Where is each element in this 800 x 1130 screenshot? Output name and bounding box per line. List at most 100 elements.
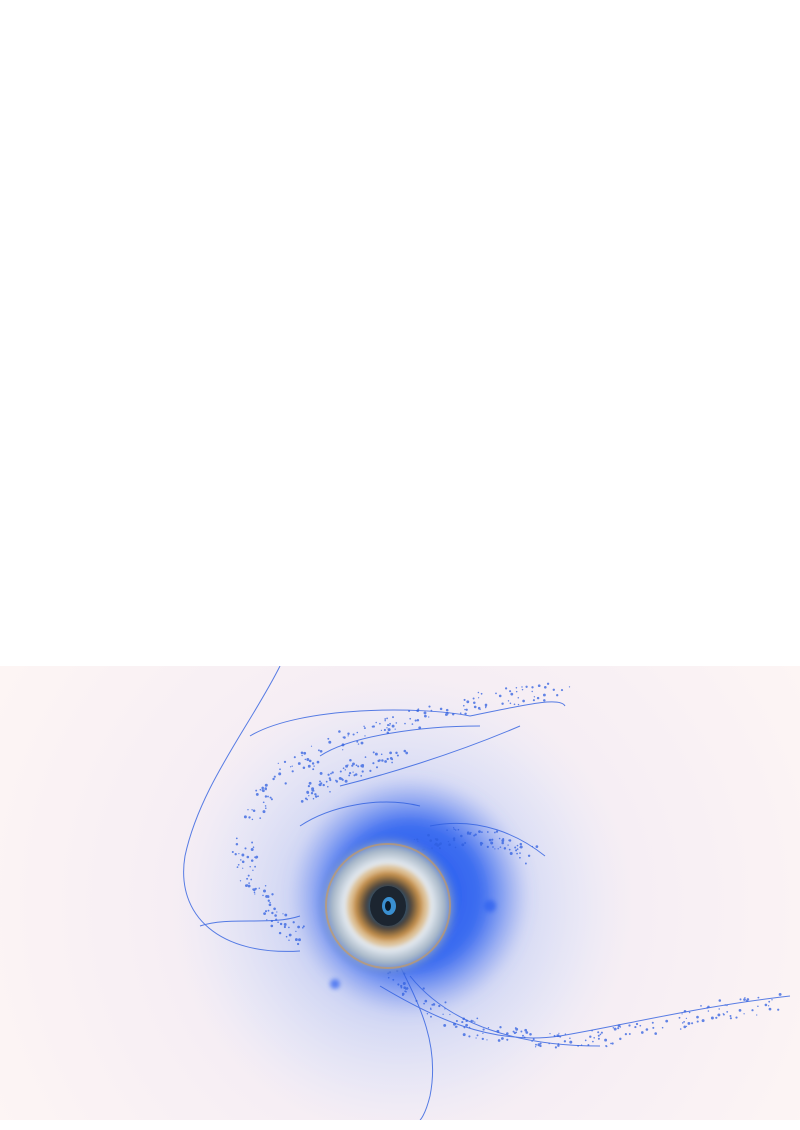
particle [683, 1009, 687, 1013]
particle [486, 1039, 488, 1041]
particle [738, 1009, 742, 1012]
particle [453, 837, 456, 840]
particle [508, 839, 511, 842]
particle [481, 1037, 484, 1041]
particle [724, 1004, 726, 1006]
particle [522, 1034, 524, 1037]
particle [329, 778, 332, 782]
particle [301, 926, 304, 929]
particle [387, 728, 391, 732]
particle [465, 1023, 468, 1027]
particle [430, 1015, 432, 1018]
particle [445, 708, 449, 712]
particle [322, 783, 325, 787]
particle [352, 762, 355, 766]
particle [431, 847, 433, 849]
particle [267, 899, 270, 902]
particle [238, 853, 240, 855]
particle [347, 735, 349, 737]
particle [520, 1030, 523, 1033]
particle [402, 982, 406, 985]
particle [485, 706, 487, 709]
particle [477, 697, 480, 699]
particle [717, 1013, 721, 1017]
particle [460, 834, 463, 838]
particle [553, 1034, 556, 1037]
particle [624, 1032, 628, 1036]
particle [491, 838, 494, 841]
particle [317, 795, 319, 798]
particle [428, 705, 431, 708]
particle [490, 841, 492, 843]
particle [494, 848, 496, 850]
particle [269, 901, 271, 904]
particle [532, 1038, 535, 1041]
particle [351, 764, 354, 767]
particle [444, 1001, 447, 1004]
particle [506, 1032, 509, 1035]
particle [496, 1029, 500, 1033]
bottom-margin [0, 1120, 800, 1130]
particle [386, 757, 389, 761]
particle [361, 764, 365, 767]
particle [477, 706, 481, 710]
particle [464, 842, 467, 844]
particle [330, 772, 332, 775]
particle [715, 1016, 718, 1019]
particle [687, 1021, 691, 1025]
particle [537, 697, 539, 699]
particle [275, 918, 278, 921]
particle [651, 1021, 654, 1024]
particle [525, 685, 528, 688]
particle [465, 1019, 468, 1022]
particle [509, 690, 512, 693]
particle [357, 765, 360, 768]
particle [372, 751, 375, 754]
particle [535, 845, 539, 848]
particle [271, 911, 274, 915]
particle [473, 701, 476, 704]
particle [563, 1040, 567, 1043]
particle [380, 753, 383, 756]
particle [507, 700, 510, 702]
particle [539, 1044, 542, 1048]
particle [542, 693, 546, 697]
particle [264, 787, 268, 790]
particle [525, 1031, 529, 1034]
particle [392, 978, 395, 981]
particle [255, 789, 258, 792]
particle [532, 699, 535, 702]
particle [521, 688, 524, 691]
particle [710, 1016, 714, 1020]
eye-vortex-artwork [0, 666, 800, 1120]
particle [444, 1008, 446, 1010]
particle [498, 694, 502, 698]
particle [312, 768, 315, 771]
particle [310, 745, 313, 747]
particle [548, 1042, 550, 1045]
particle [250, 859, 254, 862]
particle [316, 760, 320, 764]
particle [449, 1013, 451, 1016]
particle [392, 716, 394, 719]
particle [691, 1022, 694, 1025]
particle [604, 1038, 608, 1042]
particle [482, 1032, 484, 1035]
particle [494, 831, 496, 834]
particle [470, 831, 472, 834]
particle [768, 1007, 772, 1011]
particle [415, 999, 418, 1002]
particle [247, 874, 250, 877]
particle [466, 832, 470, 835]
particle [743, 1013, 745, 1015]
particle [744, 997, 746, 999]
particle [364, 735, 366, 737]
particle [338, 776, 342, 780]
particle [476, 1034, 479, 1037]
particle [265, 894, 269, 898]
particle [448, 843, 451, 846]
particle [252, 888, 255, 891]
particle [354, 773, 358, 776]
particle [283, 923, 287, 926]
